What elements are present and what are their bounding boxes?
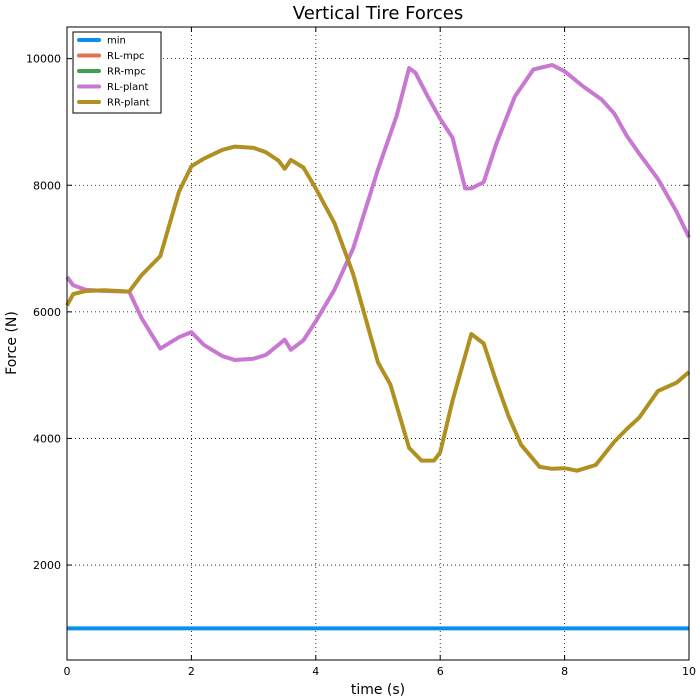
series-line-rl-plant	[65, 63, 691, 362]
series-lines	[65, 63, 691, 631]
series-line-rr-plant	[65, 144, 691, 473]
x-tick-label: 2	[188, 665, 195, 678]
legend-label-rl-plant: RL-plant	[107, 82, 149, 93]
y-tick-label: 10000	[26, 53, 61, 66]
ticks: 0 2 4 6 8 10 2000 4000 6000 8000 10000	[26, 27, 696, 678]
x-tick-label: 6	[437, 665, 444, 678]
legend-label-min: min	[107, 36, 126, 47]
legend-label-rl-mpc: RL-mpc	[107, 51, 145, 62]
x-tick-label: 0	[64, 665, 71, 678]
x-axis-label: time (s)	[351, 682, 405, 698]
grid	[67, 27, 689, 660]
legend: min RL-mpc RR-mpc RL-plant RR-plant	[72, 31, 162, 114]
x-tick-label: 10	[682, 665, 696, 678]
y-tick-label: 8000	[33, 179, 61, 192]
y-axis-label: Force (N)	[4, 311, 20, 375]
x-tick-label: 8	[561, 665, 568, 678]
y-tick-label: 6000	[33, 306, 61, 319]
x-tick-label: 4	[312, 665, 319, 678]
legend-label-rr-plant: RR-plant	[107, 98, 150, 109]
y-tick-label: 2000	[33, 559, 61, 572]
legend-label-rr-mpc: RR-mpc	[107, 67, 146, 78]
plot-frame	[66, 26, 690, 661]
chart-title: Vertical Tire Forces	[293, 3, 463, 24]
y-tick-label: 4000	[33, 432, 61, 445]
